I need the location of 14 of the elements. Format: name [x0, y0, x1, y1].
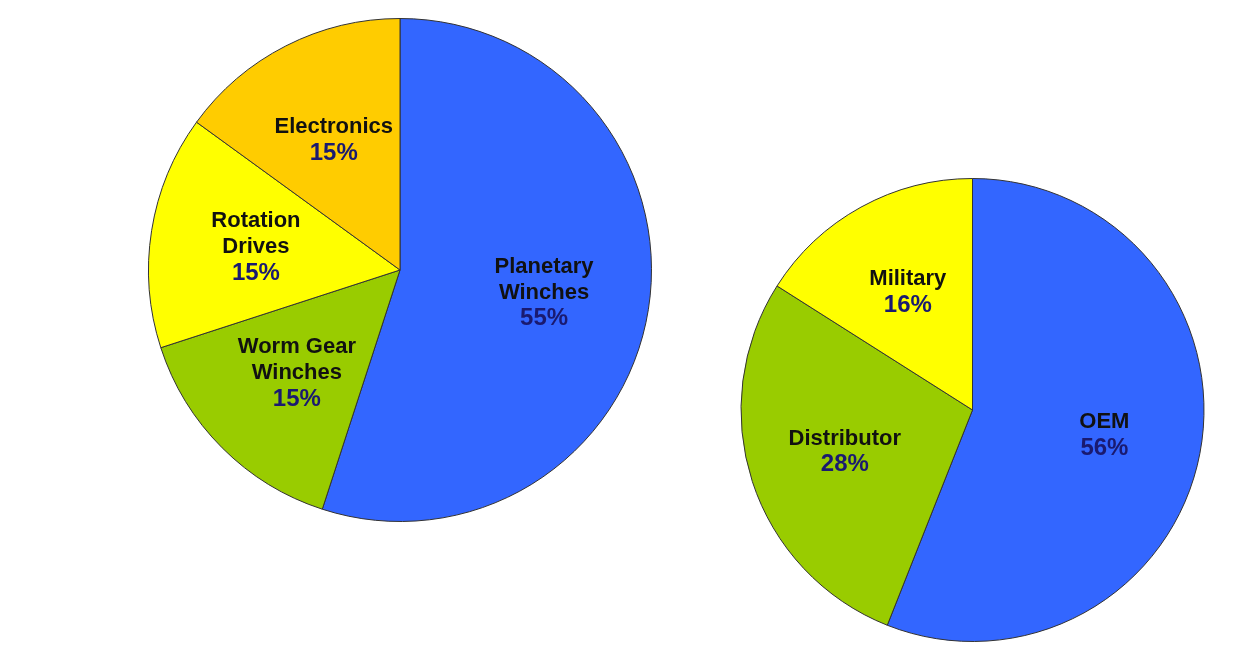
- slice-label: Rotation Drives: [211, 207, 301, 259]
- data-label: 15%: [272, 383, 321, 411]
- slice-label: Distributor: [788, 424, 902, 450]
- data-label: 55%: [520, 303, 569, 331]
- data-label: 15%: [231, 257, 280, 285]
- slice-label: Electronics: [274, 113, 394, 139]
- data-label: 56%: [1080, 432, 1129, 460]
- slice-label: Planetary Winches: [494, 252, 595, 304]
- slice-label: OEM: [1079, 408, 1130, 434]
- data-label: 16%: [883, 289, 932, 317]
- data-label: 28%: [820, 449, 869, 477]
- data-label: 15%: [309, 137, 358, 165]
- slice-label: Worm Gear Winches: [237, 333, 357, 385]
- slice-label: Military: [869, 265, 948, 291]
